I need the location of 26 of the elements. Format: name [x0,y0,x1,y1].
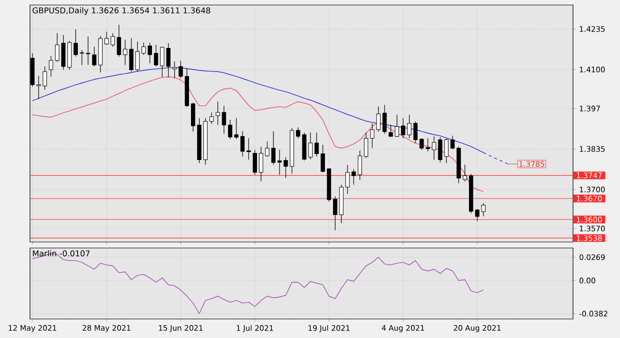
candlestick [364,132,368,158]
candlestick [48,56,54,78]
candlestick [450,136,455,150]
candlestick [216,101,220,126]
candlestick [308,132,313,160]
candlestick [252,150,257,176]
candlestick [345,164,350,194]
candlestick [481,203,486,216]
candlestick [172,61,177,79]
candlestick [258,146,264,182]
candlestick [432,136,436,160]
line-series [32,76,484,192]
candlestick [413,121,418,144]
candlestick [210,112,214,124]
candlestick [222,106,226,134]
chart-title: Marlin -0.0107 [32,250,90,256]
candlestick [388,124,393,138]
chart-title: GBPUSD,Daily 1.3626 1.3654 1.3611 1.3648 [32,7,210,15]
candlestick [394,114,400,138]
candlestick [86,36,90,66]
candlestick [240,131,245,157]
candlestick [382,104,387,134]
candlestick [135,41,140,72]
candlestick [154,44,158,67]
candlestick [116,24,122,57]
candlestick [246,138,251,160]
